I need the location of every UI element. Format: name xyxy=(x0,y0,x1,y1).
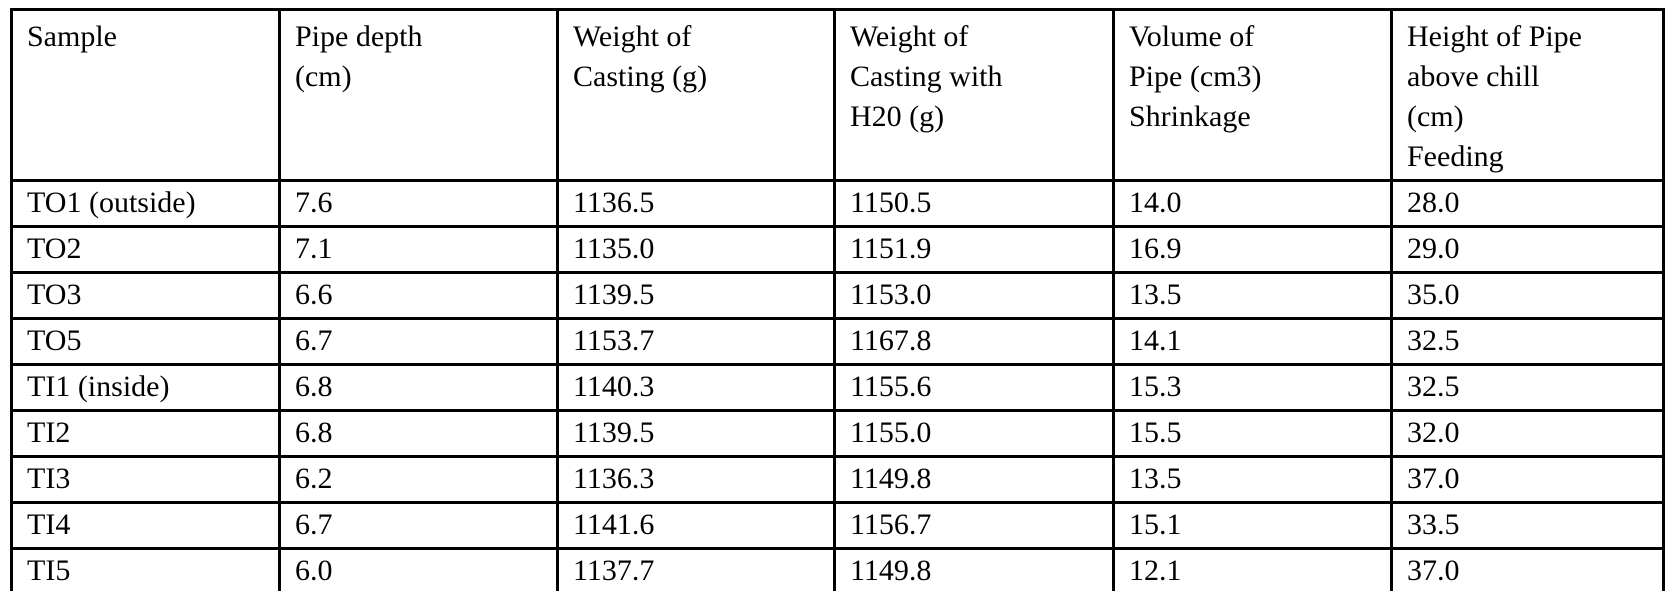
table-row: TO2 7.1 1135.0 1151.9 16.9 29.0 xyxy=(10,225,1665,274)
cell-sample: TI2 xyxy=(10,409,281,458)
cell-height-pipe: 32.5 xyxy=(1390,363,1665,412)
cell-pipe-depth: 6.2 xyxy=(278,455,559,504)
cell-weight-casting-h20: 1167.8 xyxy=(833,317,1115,366)
cell-weight-casting-h20: 1150.5 xyxy=(833,179,1115,228)
cell-volume-pipe: 13.5 xyxy=(1112,271,1393,320)
table-body: TO1 (outside) 7.6 1136.5 1150.5 14.0 28.… xyxy=(10,179,1665,591)
cell-pipe-depth: 6.7 xyxy=(278,501,559,550)
cell-pipe-depth: 6.6 xyxy=(278,271,559,320)
cell-pipe-depth: 6.8 xyxy=(278,409,559,458)
cell-weight-casting: 1136.5 xyxy=(556,179,836,228)
cell-volume-pipe: 16.9 xyxy=(1112,225,1393,274)
cell-sample: TI4 xyxy=(10,501,281,550)
cell-sample: TO1 (outside) xyxy=(10,179,281,228)
cell-weight-casting-h20: 1149.8 xyxy=(833,455,1115,504)
cell-volume-pipe: 14.1 xyxy=(1112,317,1393,366)
cell-pipe-depth: 6.7 xyxy=(278,317,559,366)
cell-sample: TO5 xyxy=(10,317,281,366)
cell-volume-pipe: 15.3 xyxy=(1112,363,1393,412)
cell-weight-casting: 1153.7 xyxy=(556,317,836,366)
table-row: TI2 6.8 1139.5 1155.0 15.5 32.0 xyxy=(10,409,1665,458)
cell-height-pipe: 35.0 xyxy=(1390,271,1665,320)
table-row: TO5 6.7 1153.7 1167.8 14.1 32.5 xyxy=(10,317,1665,366)
column-header-sample: Sample xyxy=(10,8,281,182)
column-header-volume-pipe-shrinkage: Volume of Pipe (cm3) Shrinkage xyxy=(1112,8,1393,182)
cell-weight-casting: 1135.0 xyxy=(556,225,836,274)
header-row: Sample Pipe depth (cm) Weight of Casting… xyxy=(10,8,1665,182)
measurements-table: Sample Pipe depth (cm) Weight of Casting… xyxy=(10,8,1665,591)
cell-volume-pipe: 13.5 xyxy=(1112,455,1393,504)
cell-height-pipe: 29.0 xyxy=(1390,225,1665,274)
cell-weight-casting-h20: 1155.6 xyxy=(833,363,1115,412)
column-header-weight-casting-h20: Weight of Casting with H20 (g) xyxy=(833,8,1115,182)
cell-sample: TO2 xyxy=(10,225,281,274)
cell-weight-casting-h20: 1153.0 xyxy=(833,271,1115,320)
cell-weight-casting: 1137.7 xyxy=(556,547,836,591)
cell-volume-pipe: 12.1 xyxy=(1112,547,1393,591)
table-header: Sample Pipe depth (cm) Weight of Casting… xyxy=(10,8,1665,182)
cell-weight-casting-h20: 1149.8 xyxy=(833,547,1115,591)
cell-height-pipe: 33.5 xyxy=(1390,501,1665,550)
cell-sample: TI3 xyxy=(10,455,281,504)
table-row: TI5 6.0 1137.7 1149.8 12.1 37.0 xyxy=(10,547,1665,591)
cell-height-pipe: 37.0 xyxy=(1390,455,1665,504)
cell-sample: TI5 xyxy=(10,547,281,591)
table-row: TI1 (inside) 6.8 1140.3 1155.6 15.3 32.5 xyxy=(10,363,1665,412)
cell-pipe-depth: 6.0 xyxy=(278,547,559,591)
cell-pipe-depth: 7.6 xyxy=(278,179,559,228)
cell-weight-casting: 1139.5 xyxy=(556,271,836,320)
table-row: TO3 6.6 1139.5 1153.0 13.5 35.0 xyxy=(10,271,1665,320)
cell-volume-pipe: 15.5 xyxy=(1112,409,1393,458)
column-header-height-pipe-feeding: Height of Pipe above chill (cm) Feeding xyxy=(1390,8,1665,182)
column-header-pipe-depth: Pipe depth (cm) xyxy=(278,8,559,182)
table-row: TO1 (outside) 7.6 1136.5 1150.5 14.0 28.… xyxy=(10,179,1665,228)
cell-sample: TI1 (inside) xyxy=(10,363,281,412)
cell-height-pipe: 32.5 xyxy=(1390,317,1665,366)
column-header-weight-casting: Weight of Casting (g) xyxy=(556,8,836,182)
cell-height-pipe: 28.0 xyxy=(1390,179,1665,228)
cell-weight-casting-h20: 1156.7 xyxy=(833,501,1115,550)
cell-height-pipe: 37.0 xyxy=(1390,547,1665,591)
table-row: TI4 6.7 1141.6 1156.7 15.1 33.5 xyxy=(10,501,1665,550)
cell-sample: TO3 xyxy=(10,271,281,320)
cell-weight-casting-h20: 1151.9 xyxy=(833,225,1115,274)
cell-weight-casting: 1139.5 xyxy=(556,409,836,458)
cell-weight-casting: 1136.3 xyxy=(556,455,836,504)
cell-pipe-depth: 6.8 xyxy=(278,363,559,412)
cell-volume-pipe: 14.0 xyxy=(1112,179,1393,228)
cell-pipe-depth: 7.1 xyxy=(278,225,559,274)
cell-weight-casting: 1140.3 xyxy=(556,363,836,412)
cell-height-pipe: 32.0 xyxy=(1390,409,1665,458)
table-row: TI3 6.2 1136.3 1149.8 13.5 37.0 xyxy=(10,455,1665,504)
cell-weight-casting-h20: 1155.0 xyxy=(833,409,1115,458)
cell-volume-pipe: 15.1 xyxy=(1112,501,1393,550)
cell-weight-casting: 1141.6 xyxy=(556,501,836,550)
